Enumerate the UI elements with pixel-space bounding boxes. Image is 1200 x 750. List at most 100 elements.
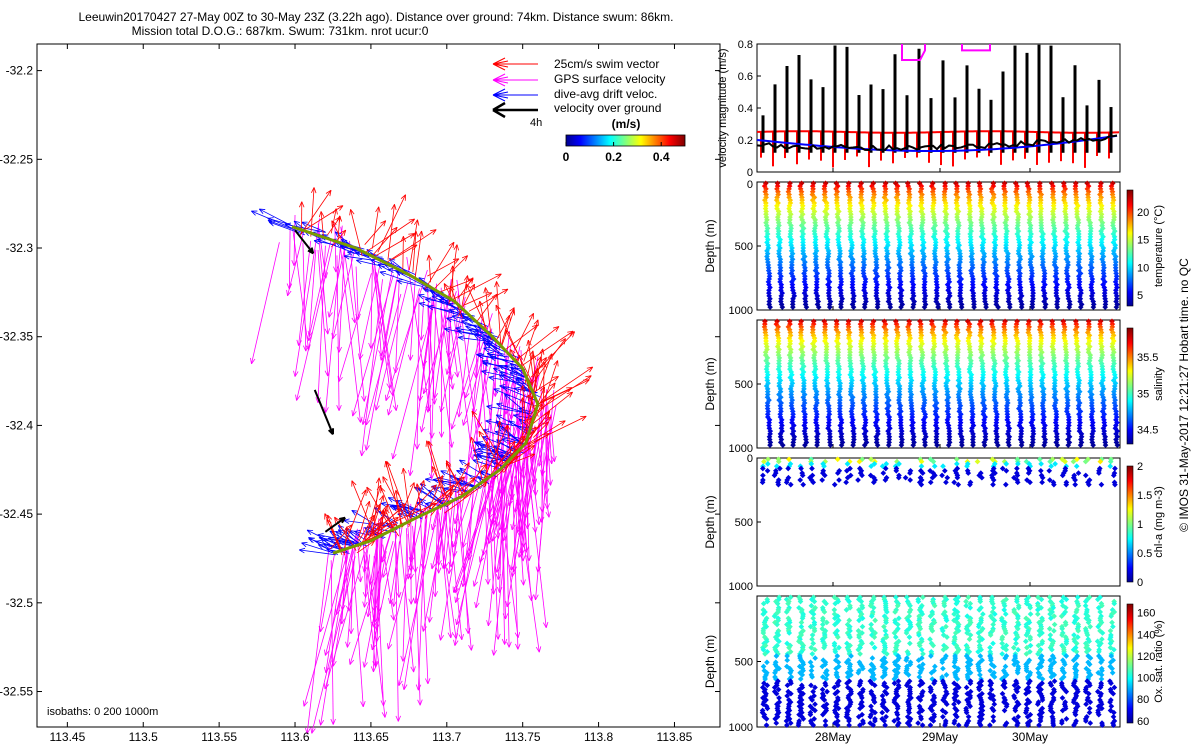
drift-vector — [343, 254, 374, 261]
map-x-tick-label: 113.7 — [432, 730, 461, 744]
swim-vector — [331, 220, 342, 240]
swim-vector — [495, 307, 515, 342]
chla-colorbar — [1126, 465, 1134, 583]
gps-vector — [419, 292, 450, 433]
gps-vector — [544, 389, 550, 510]
swim-vector — [371, 206, 381, 249]
gps-vector — [538, 452, 545, 523]
swim-vector — [427, 258, 460, 277]
swim-vector — [400, 236, 407, 274]
swim-vector — [478, 300, 486, 329]
gps-vector — [449, 318, 460, 378]
swim-vector — [377, 194, 406, 253]
speed-colorbar-tick-label: 0.2 — [605, 150, 622, 164]
gps-vector — [374, 282, 409, 411]
map-x-tick-label: 113.85 — [657, 730, 693, 744]
gps-vector — [348, 525, 393, 665]
gps-vector — [318, 550, 349, 726]
velocity-y-tick-label: 0.8 — [738, 39, 753, 51]
swim-vector — [533, 421, 549, 438]
legend-drift-velocity-symbol — [492, 88, 538, 102]
gps-vector — [391, 304, 435, 460]
gps-vector — [337, 273, 372, 383]
swim-vector — [330, 524, 353, 550]
over-ground-vector — [294, 229, 315, 255]
swim-vector — [364, 484, 382, 541]
chla-colorbar-label: chl-a (mg m-3) — [1153, 486, 1165, 558]
swim-vector — [406, 484, 437, 517]
chla-y-tick-label: 500 — [735, 517, 753, 529]
drift-vector — [449, 309, 489, 327]
drift-vector — [258, 208, 292, 227]
swim-vector — [522, 330, 574, 366]
swim-vector — [528, 338, 566, 389]
gps-vector — [302, 242, 309, 352]
temperature-y-tick-label: 500 — [735, 241, 753, 253]
swim-vector — [378, 504, 389, 532]
gps-vector — [364, 271, 399, 451]
drift-vector — [444, 327, 487, 338]
temperature-colorbar-tick-label: 15 — [1137, 235, 1149, 247]
gps-vector — [532, 438, 539, 496]
swim-vector — [468, 288, 509, 312]
gps-vector — [438, 476, 468, 641]
swim-vector — [426, 254, 432, 283]
swim-vector — [537, 395, 556, 414]
gps-vector — [286, 229, 293, 290]
salinity-y-tick-label: 1000 — [729, 443, 753, 455]
swim-vector — [299, 201, 305, 234]
gps-vector — [368, 538, 378, 585]
salinity-colorbar-tick-label: 34.5 — [1137, 425, 1158, 437]
swim-vector — [327, 216, 341, 236]
drift-vector — [418, 302, 464, 317]
chla-colorbar-tick-label: 2 — [1137, 461, 1143, 473]
map-x-tick-label: 113.6 — [280, 730, 309, 744]
map-y-tick-label: -32.2 — [6, 64, 34, 78]
swim-vector — [351, 480, 376, 538]
gps-vector — [414, 296, 420, 450]
gps-vector — [345, 534, 357, 648]
swim-vector — [363, 522, 380, 539]
speed-colorbar: (m/s) — [563, 117, 686, 164]
legend-gps-velocity: GPS surface velocity — [554, 72, 665, 86]
swim-vector — [539, 366, 594, 404]
velocity-y-tick-label: 0.4 — [738, 103, 753, 115]
swim-vector — [299, 189, 332, 237]
speed-colorbar-ticks: 0 0.2 0.4 — [563, 142, 670, 164]
gps-vector — [460, 464, 477, 587]
gps-speed-line — [961, 44, 991, 52]
swim-vector — [362, 516, 399, 543]
legend-over-ground-symbol — [492, 101, 538, 119]
gps-vector — [324, 528, 358, 656]
drift-vector — [486, 351, 509, 358]
salinity-profile-points — [761, 318, 1121, 449]
map-x-tick-label: 113.5 — [129, 730, 158, 744]
over-ground-vector — [313, 389, 335, 435]
swim-vector — [494, 281, 502, 346]
swim-vector — [483, 287, 492, 341]
speed-colorbar-tick-label: 0.4 — [653, 150, 670, 164]
header-line-2: Mission total D.O.G.: 687km. Swum: 731km… — [132, 24, 429, 38]
swim-vector — [489, 440, 516, 477]
oxygen-colorbar-tick-label: 160 — [1137, 608, 1155, 620]
swim-vector — [425, 440, 444, 498]
gps-vector — [384, 269, 428, 401]
swim-vector — [414, 230, 424, 278]
gps-vector — [376, 272, 399, 411]
oxygen-colorbar-tick-label: 100 — [1137, 673, 1155, 685]
gps-vector — [333, 222, 339, 273]
gps-vector — [323, 551, 366, 690]
drift-vector — [251, 210, 292, 229]
time-tick-label: 30May — [1012, 730, 1048, 744]
swim-vector — [449, 273, 502, 302]
oxygen-colorbar — [1126, 603, 1134, 724]
drift-vector — [451, 314, 472, 321]
map-y-tick-label: -32.25 — [0, 152, 33, 166]
header-line-1: Leeuwin20170427 27-May 00Z to 30-May 23Z… — [79, 10, 674, 24]
swim-vector — [371, 226, 398, 257]
gps-vector — [379, 280, 397, 361]
gps-vector — [400, 534, 408, 662]
gps-vector — [413, 532, 423, 706]
